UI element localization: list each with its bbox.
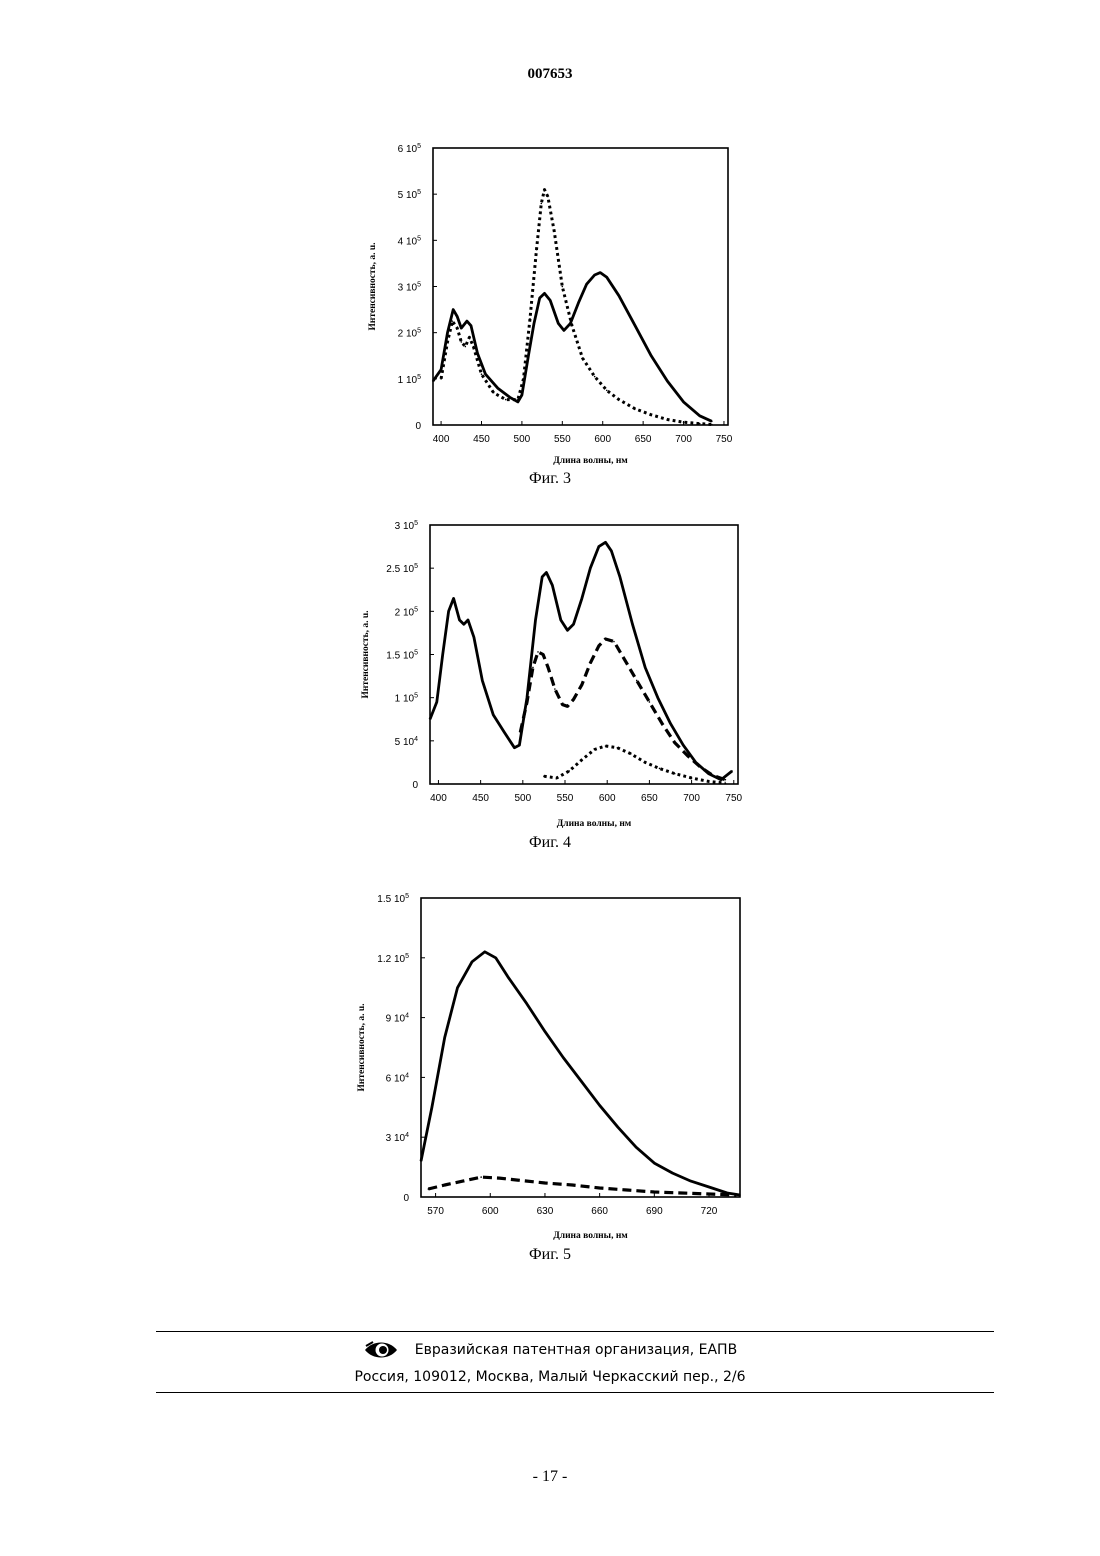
x-axis-title: Длина волны, нм [553, 1231, 628, 1241]
y-tick-label: 1.5 105 [377, 893, 409, 905]
y-axis-title: Интенсивность, а. u. [357, 1003, 367, 1091]
footer-top-rule [156, 1331, 994, 1332]
figure-5-chart: 570 600 630 660 690 720 0 3 104 6 104 9 104 1.2 10… [0, 0, 1100, 1250]
data-point [444, 1037, 446, 1039]
series-dashed [427, 1176, 737, 1196]
data-point [681, 1192, 683, 1194]
footer-organization-line: Евразийская патентная организация, ЕАПВ [0, 1339, 1100, 1361]
data-point [672, 1172, 674, 1174]
x-tick-label: 570 [427, 1206, 444, 1217]
plot-frame [421, 898, 740, 1197]
x-tick-label: 660 [591, 1206, 608, 1217]
series-solid [420, 951, 741, 1196]
x-tick-label: 690 [646, 1206, 663, 1217]
data-point [736, 1194, 738, 1196]
data-point [739, 1194, 741, 1196]
data-point [562, 1057, 564, 1059]
figure-5-caption: Фиг. 5 [0, 1246, 1100, 1264]
data-point [471, 961, 473, 963]
data-point [708, 1193, 710, 1195]
data-point [508, 977, 510, 979]
data-point [526, 1003, 528, 1005]
footer-organization: Евразийская патентная организация, ЕАПВ [415, 1342, 737, 1358]
data-point [654, 1162, 656, 1164]
page-number: - 17 - [0, 1468, 1100, 1486]
data-point [708, 1186, 710, 1188]
y-tick-label: 1.2 105 [377, 953, 409, 965]
data-point [499, 1177, 501, 1179]
footer-address: Россия, 109012, Москва, Малый Черкасский… [0, 1369, 1100, 1385]
data-point [427, 1188, 429, 1190]
y-tick-label: 3 104 [386, 1132, 409, 1144]
data-point [484, 951, 486, 953]
data-point [617, 1126, 619, 1128]
x-tick-label: 600 [482, 1206, 499, 1217]
data-point [457, 987, 459, 989]
y-tick-label: 6 104 [386, 1072, 409, 1084]
data-point [420, 1160, 422, 1162]
data-point [690, 1180, 692, 1182]
data-point [626, 1189, 628, 1191]
data-point [599, 1105, 601, 1107]
x-tick-label: 630 [537, 1206, 554, 1217]
data-point [571, 1184, 573, 1186]
data-point [654, 1191, 656, 1193]
footer-bottom-rule [156, 1392, 994, 1393]
data-point [444, 1184, 446, 1186]
data-point [581, 1081, 583, 1083]
y-tick-label: 9 104 [386, 1013, 409, 1025]
data-point [495, 957, 497, 959]
data-point [517, 1179, 519, 1181]
data-point [462, 1180, 464, 1182]
eapo-eye-logo-icon [363, 1339, 399, 1361]
data-point [635, 1146, 637, 1148]
x-tick-label: 720 [701, 1206, 718, 1217]
data-point [431, 1107, 433, 1109]
data-point [544, 1182, 546, 1184]
data-point [599, 1187, 601, 1189]
series-line-solid [421, 952, 740, 1195]
data-point [544, 1031, 546, 1033]
y-tick-label: 0 [403, 1193, 409, 1204]
data-point [480, 1176, 482, 1178]
